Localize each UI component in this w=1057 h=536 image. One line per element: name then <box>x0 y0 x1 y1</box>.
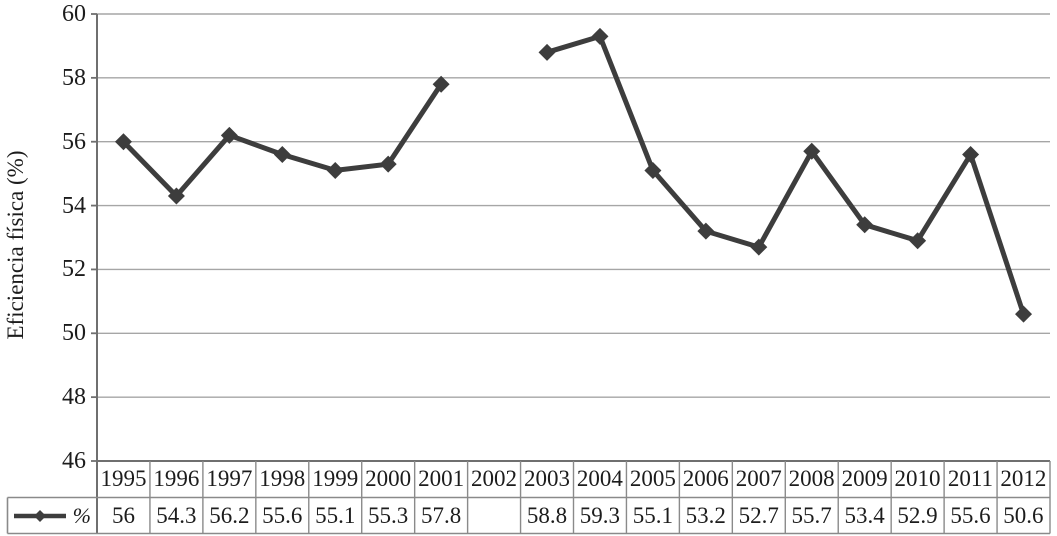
year-header-cell: 2003 <box>523 466 570 491</box>
year-header-cell: 2002 <box>471 466 518 491</box>
year-header-cell: 2004 <box>576 466 623 491</box>
year-header-cell: 2000 <box>365 466 412 491</box>
data-point-marker <box>114 133 132 151</box>
year-header-cell: 2009 <box>841 466 888 491</box>
table-value-row: 56 54.3 56.2 55.6 55.1 55.3 57.8 58.8 59.3 55.1 53… <box>97 498 1050 534</box>
value-cell: 50.6 <box>1003 503 1044 528</box>
value-cell: 59.3 <box>579 503 621 528</box>
data-point-marker <box>962 145 980 163</box>
year-header-cell: 1999 <box>312 466 359 491</box>
data-point-marker <box>220 126 238 144</box>
value-cell: 56 <box>111 503 135 528</box>
value-cell: 55.6 <box>262 503 303 528</box>
data-point-marker <box>750 238 768 256</box>
data-point-marker <box>326 161 344 179</box>
value-cell: 55.1 <box>632 503 673 528</box>
data-series-line <box>546 33 1026 315</box>
table-year-header-row: 1995 1996 1997 1998 1999 2000 2001 2002 2003 2004… <box>97 461 1050 497</box>
data-point-marker <box>644 161 662 179</box>
value-cell: 55.6 <box>950 503 991 528</box>
year-header-cell: 2010 <box>894 466 941 491</box>
value-cell: 58.8 <box>526 503 568 528</box>
value-cell: 54.3 <box>156 503 197 528</box>
line-series-icon <box>13 509 66 522</box>
year-header-cell: 2008 <box>788 466 835 491</box>
value-cell: 57.8 <box>420 503 462 528</box>
year-header-cell: 2006 <box>682 466 729 491</box>
data-point-marker <box>273 145 291 163</box>
value-cell: 55.1 <box>315 503 356 528</box>
y-tick-label: 56 <box>62 128 86 155</box>
value-cell: 53.2 <box>685 503 726 528</box>
year-header-cell: 1996 <box>153 466 200 491</box>
value-cell: 52.7 <box>738 503 779 528</box>
data-point-marker <box>909 232 927 250</box>
y-axis-title: Eficiencia física (%) <box>3 150 28 340</box>
data-point-marker <box>803 142 821 160</box>
year-header-cell: 1997 <box>206 466 253 491</box>
value-cell: 53.4 <box>844 503 885 528</box>
year-header-cell: 1995 <box>100 466 147 491</box>
year-header-cell: 2007 <box>735 466 782 491</box>
value-cell: 55.7 <box>791 503 832 528</box>
data-point-marker <box>1015 305 1033 323</box>
value-cell: 52.9 <box>897 503 938 528</box>
y-tick-label: 48 <box>62 384 86 411</box>
y-tick-label: 50 <box>62 320 86 347</box>
data-point-marker <box>697 222 715 240</box>
y-tick-label: 46 <box>62 448 86 474</box>
data-point-marker <box>379 155 397 173</box>
y-tick-label: 60 <box>62 1 86 27</box>
data-point-marker <box>538 43 556 61</box>
y-tick-label: 54 <box>62 192 86 219</box>
y-tick-label: 58 <box>62 64 86 91</box>
y-tick-label: 52 <box>62 256 86 283</box>
value-cell: 56.2 <box>209 503 250 528</box>
year-header-cell: 2001 <box>418 466 465 491</box>
data-point-marker <box>432 75 450 93</box>
year-header-cell: 1998 <box>259 466 306 491</box>
legend-cell: % <box>8 498 97 533</box>
data-series-line <box>121 82 444 199</box>
value-cell <box>468 498 521 534</box>
legend-label: % <box>72 502 91 528</box>
year-header-cell: 2005 <box>629 466 676 491</box>
value-cell: 55.3 <box>368 503 409 528</box>
data-point-marker <box>167 187 185 205</box>
year-header-cell: 2012 <box>1000 466 1047 491</box>
year-header-cell: 2011 <box>947 466 994 491</box>
data-point-marker <box>856 216 874 234</box>
data-point-marker <box>591 27 609 45</box>
